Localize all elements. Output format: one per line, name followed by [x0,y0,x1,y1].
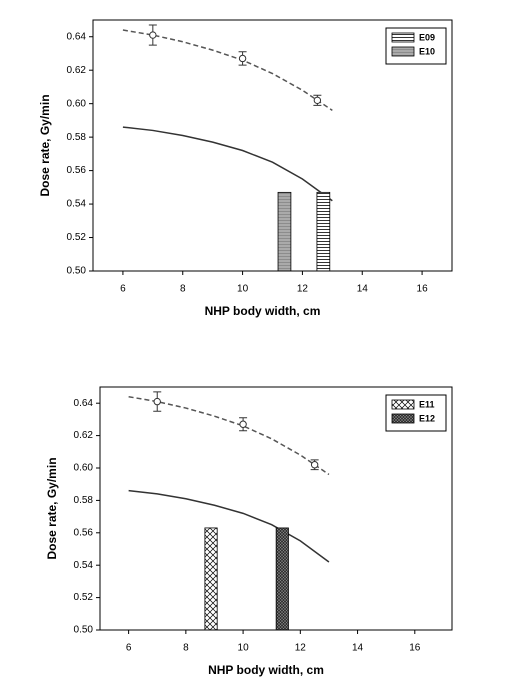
y-tick-label: 0.60 [67,98,87,109]
y-tick-label: 0.52 [67,232,87,243]
legend-swatch [391,413,415,424]
plot-frame [92,19,453,272]
x-tick-label: 14 [352,643,364,654]
bar [316,191,331,272]
y-tick-label: 0.50 [74,625,94,636]
x-tick-label: 8 [180,284,186,295]
y-axis-label: Dose rate, Gy/min [38,94,52,196]
legend-swatch [391,399,415,410]
x-tick-label: 6 [126,643,132,654]
data-point [239,420,247,428]
y-tick-label: 0.62 [67,65,87,76]
x-axis-label: NHP body width, cm [205,304,321,318]
y-tick-label: 0.58 [74,495,94,506]
y-axis-label: Dose rate, Gy/min [45,457,59,559]
legend-swatch [391,32,415,43]
y-tick-label: 0.64 [67,31,87,42]
legend-swatch [391,46,415,57]
legend-label: E12 [419,413,435,423]
bar [275,527,289,631]
y-tick-label: 0.52 [74,592,94,603]
legend-label: E10 [419,46,435,56]
curve [128,395,330,476]
x-tick-label: 10 [238,643,250,654]
y-tick-label: 0.60 [74,463,94,474]
legend-label: E09 [419,32,435,42]
data-point [238,54,247,63]
data-point [313,96,322,105]
x-tick-label: 16 [417,284,429,295]
curve [122,29,333,111]
x-tick-label: 12 [295,643,307,654]
data-point [310,461,319,469]
legend-label: E11 [419,399,435,409]
bar [277,191,292,272]
curve [128,489,330,563]
y-tick-label: 0.54 [74,560,94,571]
curve [122,126,333,202]
y-tick-label: 0.62 [74,430,94,441]
x-axis-label: NHP body width, cm [208,663,324,677]
y-tick-label: 0.58 [67,132,87,143]
x-tick-label: 12 [297,284,309,295]
x-tick-label: 8 [183,643,189,654]
data-point [149,31,157,39]
x-tick-label: 6 [120,284,126,295]
x-tick-label: 16 [409,643,421,654]
y-tick-label: 0.64 [74,398,94,409]
x-tick-label: 14 [357,284,369,295]
y-tick-label: 0.56 [74,527,94,538]
y-tick-label: 0.50 [67,266,87,277]
y-tick-label: 0.54 [67,199,87,210]
bar [204,527,218,631]
data-point [153,397,161,406]
x-tick-label: 10 [237,284,249,295]
plot-frame [99,386,453,631]
y-tick-label: 0.56 [67,165,87,176]
